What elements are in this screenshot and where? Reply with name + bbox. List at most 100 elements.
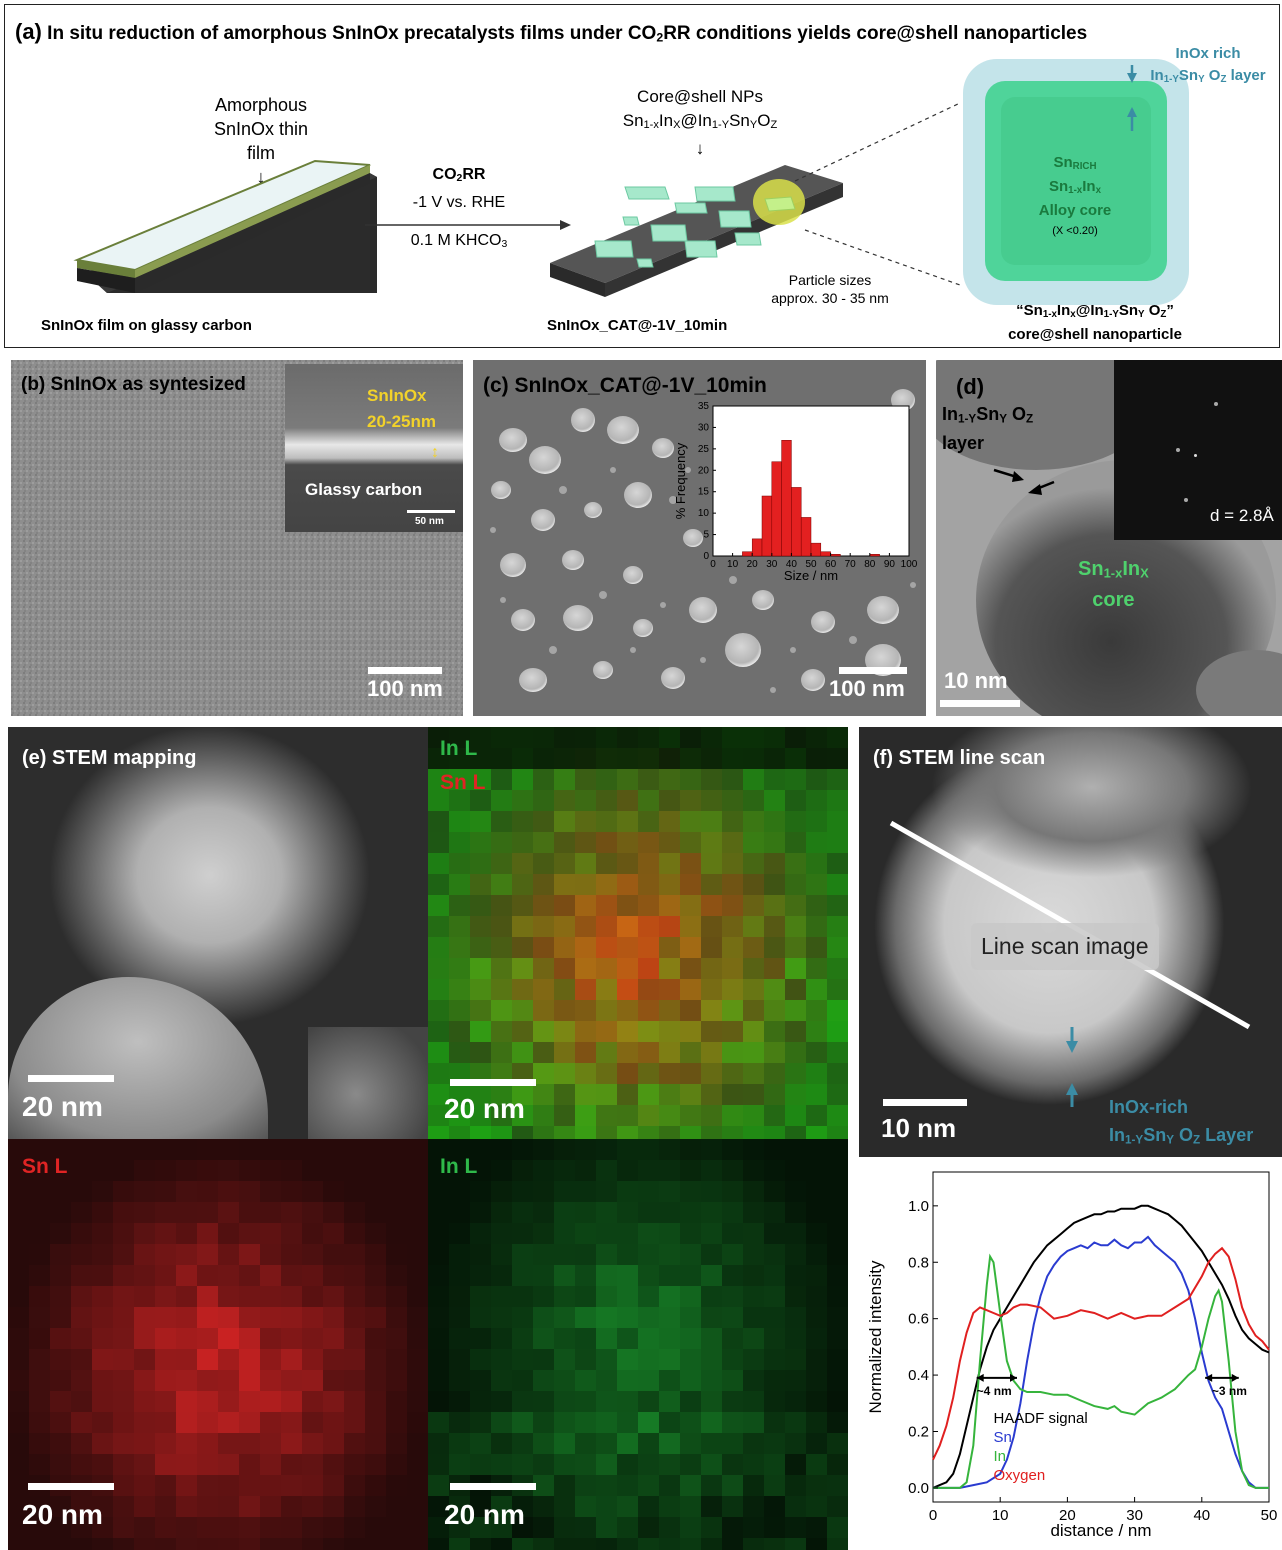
overlay-pixel (554, 958, 575, 979)
in-map-pixel (449, 1517, 470, 1538)
sn-map-pixel (218, 1139, 239, 1160)
overlay-pixel (680, 1105, 701, 1126)
sn-map-pixel (29, 1265, 50, 1286)
in-map-pixel (470, 1433, 491, 1454)
in-map-pixel (806, 1454, 827, 1475)
overlay-pixel (722, 727, 743, 748)
in-map-pixel (680, 1181, 701, 1202)
sn-map-pixel (260, 1412, 281, 1433)
in-map-pixel (743, 1139, 764, 1160)
overlay-pixel (764, 1000, 785, 1021)
in-map-pixel (470, 1265, 491, 1286)
sn-map-pixel (71, 1181, 92, 1202)
sn-map-pixel (407, 1328, 428, 1349)
film-label: Amorphous SnInOx thin film ↓ (213, 95, 309, 187)
sn-map (8, 1139, 428, 1550)
in-map-pixel (428, 1475, 449, 1496)
panel-a-title: (a) In situ reduction of amorphous SnInO… (15, 19, 1088, 45)
sn-map-pixel (8, 1307, 29, 1328)
sn-map-pixel (197, 1181, 218, 1202)
in-map-pixel (785, 1223, 806, 1244)
y-tick-label: 15 (698, 487, 710, 498)
in-map-pixel (554, 1370, 575, 1391)
d-spacing-label: d = 2.8Å (1210, 506, 1274, 525)
sn-map-pixel (260, 1139, 281, 1160)
sn-map-pixel (71, 1160, 92, 1181)
overlay-pixel (638, 1126, 659, 1139)
overlay-pixel (806, 937, 827, 958)
y-tick-label: 25 (698, 444, 710, 455)
in-map-pixel (575, 1160, 596, 1181)
overlay-pixel (785, 979, 806, 1000)
x-tick-label: 0 (929, 1507, 937, 1524)
sn-map-pixel (218, 1223, 239, 1244)
np-caption: SnInOx_CAT@-1V_10min (547, 317, 728, 334)
sn-map-pixel (386, 1328, 407, 1349)
sn-map-pixel (176, 1538, 197, 1550)
in-map-pixel (428, 1454, 449, 1475)
overlay-pixel (491, 979, 512, 1000)
sn-map-pixel (260, 1181, 281, 1202)
panel-e-stem-mapping: (e) STEM mapping In L Sn L Sn L In L 20 … (8, 727, 848, 1550)
overlay-pixel (785, 769, 806, 790)
overlay-pixel (428, 1084, 449, 1105)
in-map-pixel (785, 1328, 806, 1349)
in-map-pixel (491, 1370, 512, 1391)
overlay-pixel (449, 727, 470, 748)
histogram-bar (742, 551, 753, 557)
in-map-pixel (470, 1307, 491, 1328)
sn-map-pixel (281, 1475, 302, 1496)
sn-map-pixel (386, 1391, 407, 1412)
in-map-pixel (701, 1265, 722, 1286)
overlay-pixel (764, 832, 785, 853)
in-map-pixel (428, 1202, 449, 1223)
in-map-pixel (764, 1475, 785, 1496)
in-map-pixel (764, 1265, 785, 1286)
in-map-pixel (638, 1370, 659, 1391)
sn-map-pixel (50, 1307, 71, 1328)
panel-a-schematic (73, 59, 1189, 305)
overlay-pixel (617, 811, 638, 832)
in-map-pixel (449, 1433, 470, 1454)
overlay-pixel (554, 769, 575, 790)
overlay-pixel (638, 811, 659, 832)
overlay-pixel (575, 1042, 596, 1063)
catalyst-slab (550, 165, 843, 297)
in-map-pixel (491, 1328, 512, 1349)
in-map-pixel (596, 1181, 617, 1202)
sn-map-pixel (134, 1517, 155, 1538)
sn-map-pixel (113, 1139, 134, 1160)
sn-map-pixel (239, 1160, 260, 1181)
in-map-pixel (743, 1328, 764, 1349)
overlay-pixel (722, 1084, 743, 1105)
overlay-pixel (701, 811, 722, 832)
line-scan-image-box: Line scan image (971, 923, 1159, 970)
overlay-pixel (743, 874, 764, 895)
in-map-pixel (785, 1433, 806, 1454)
sn-map-pixel (218, 1433, 239, 1454)
sn-map-pixel (407, 1496, 428, 1517)
sn-map-pixel (50, 1265, 71, 1286)
in-map-pixel (617, 1454, 638, 1475)
sn-map-pixel (8, 1475, 29, 1496)
overlay-pixel (449, 811, 470, 832)
overlay-pixel (617, 895, 638, 916)
sn-map-pixel (50, 1328, 71, 1349)
in-map-pixel (827, 1307, 848, 1328)
sn-map-pixel (218, 1307, 239, 1328)
overlay-pixel (617, 748, 638, 769)
overlay-pixel (491, 832, 512, 853)
in-map-pixel (722, 1160, 743, 1181)
in-map-pixel (722, 1181, 743, 1202)
overlay-pixel (764, 790, 785, 811)
legend-entry: Sn (993, 1429, 1011, 1446)
in-map-pixel (806, 1433, 827, 1454)
sn-map-pixel (197, 1496, 218, 1517)
overlay-pixel (470, 790, 491, 811)
overlay-pixel (470, 1084, 491, 1105)
overlay-pixel (701, 1042, 722, 1063)
in-map-pixel (575, 1286, 596, 1307)
overlay-pixel (491, 769, 512, 790)
sn-map-pixel (197, 1391, 218, 1412)
overlay-pixel (701, 1126, 722, 1139)
